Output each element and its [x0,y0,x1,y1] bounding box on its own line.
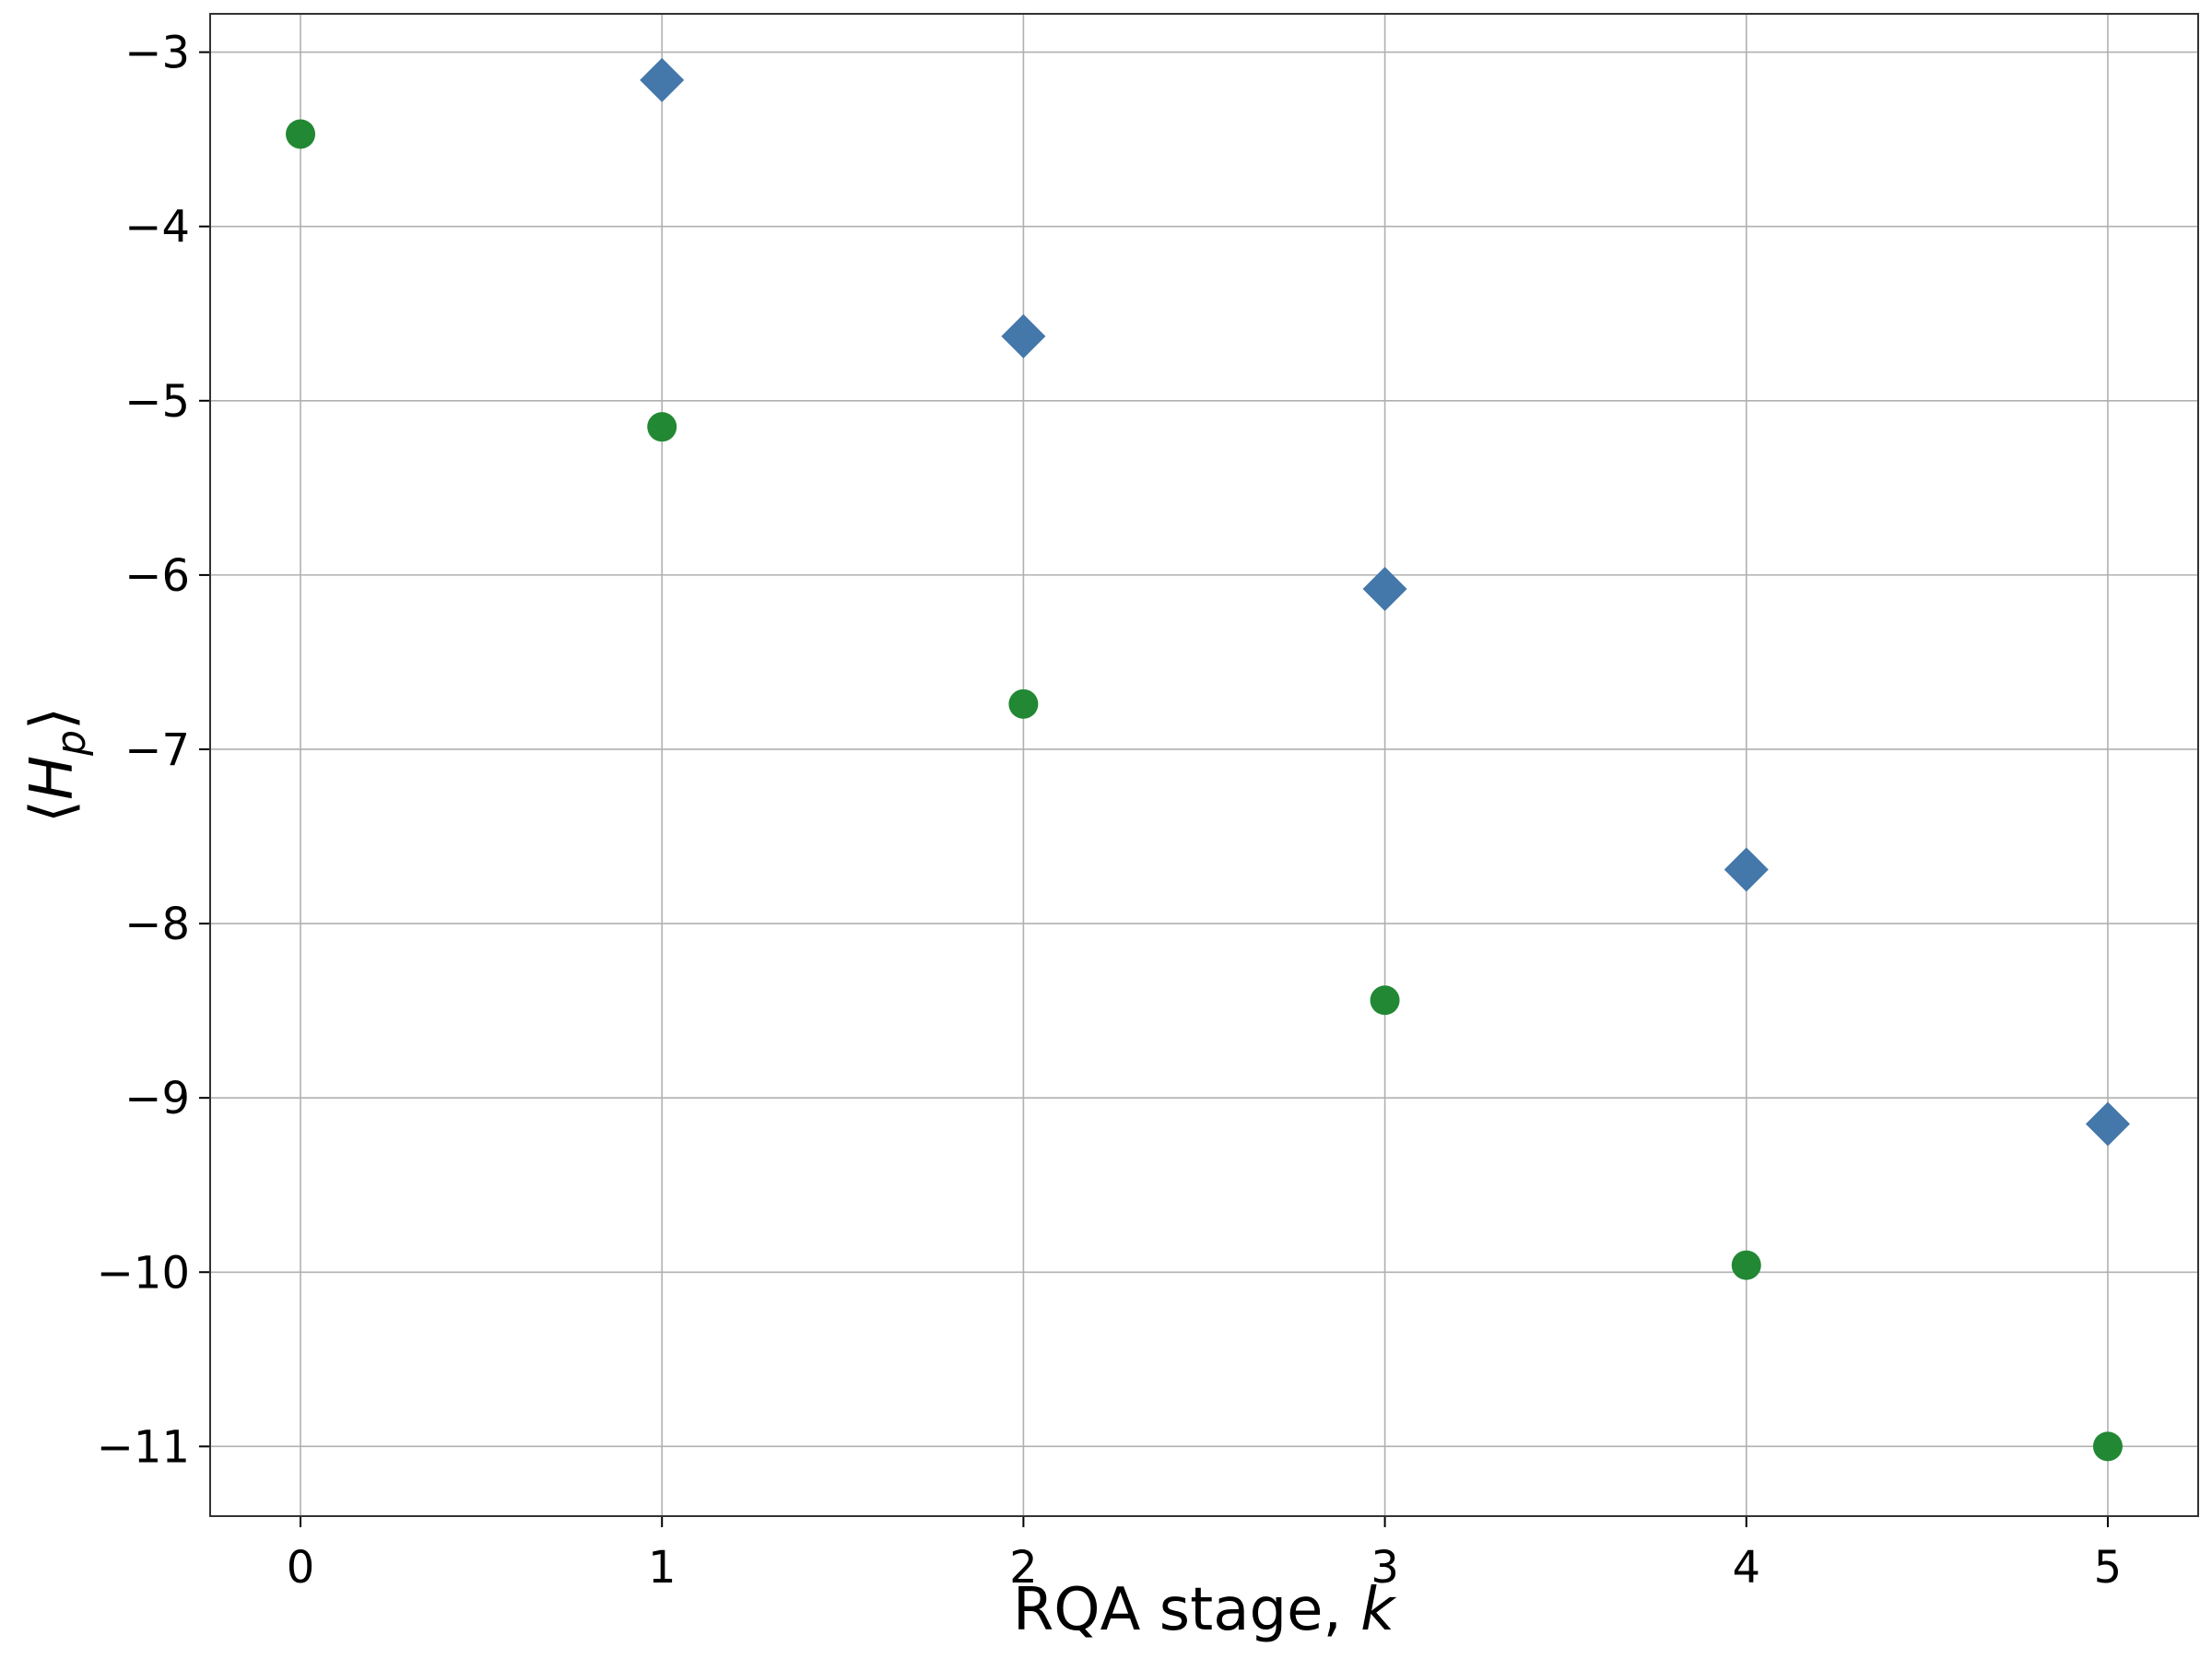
x-tick-label: 0 [287,1542,315,1594]
plot-frame [209,13,2199,1517]
y-axis-label: ⟨Hp⟩ [18,707,95,823]
axis-ticks: 0 1 2 3 4 5 −3 −4 −5 −6 −7 −8 −9 −10 −11 [97,28,2123,1594]
y-tick-label: −9 [124,1073,190,1124]
y-axis-label-variable: H [18,756,87,800]
diamond-point [1362,567,1407,612]
y-tick-label: −11 [97,1421,190,1473]
circle-point [647,412,677,442]
y-tick-label: −6 [124,550,190,602]
circle-point [1370,985,1400,1016]
x-axis-label-text: RQA stage, [1013,1576,1360,1644]
x-axis-label: RQA stage, k [1013,1576,1397,1644]
y-tick-label: −8 [124,899,190,950]
x-tick-label: 1 [648,1542,677,1594]
y-tick-label: −7 [124,724,190,776]
x-axis-label-variable: k [1360,1576,1397,1644]
circle-point [2092,1431,2123,1462]
circle-point [1731,1250,1761,1280]
x-tick-label: 4 [1732,1542,1760,1594]
diamond-point [1001,313,1046,359]
diamond-point [640,57,685,102]
y-tick-label: −5 [124,376,190,428]
y-axis-label-open: ⟨ [18,800,87,823]
y-axis-label-close: ⟩ [18,707,87,730]
diamond-point [1724,847,1769,892]
grid-lines [210,14,2198,1516]
y-axis-label-subscript: p [48,730,95,757]
data-points [286,57,2130,1462]
y-tick-label: −3 [124,28,190,79]
x-tick-label: 2 [1009,1542,1038,1594]
y-tick-label: −4 [124,202,190,253]
circle-point [1008,688,1039,719]
diamond-point [2085,1101,2130,1147]
circle-point [286,119,316,149]
y-tick-label: −10 [97,1247,190,1299]
x-tick-label: 5 [2094,1542,2123,1594]
x-tick-label: 3 [1371,1542,1399,1594]
